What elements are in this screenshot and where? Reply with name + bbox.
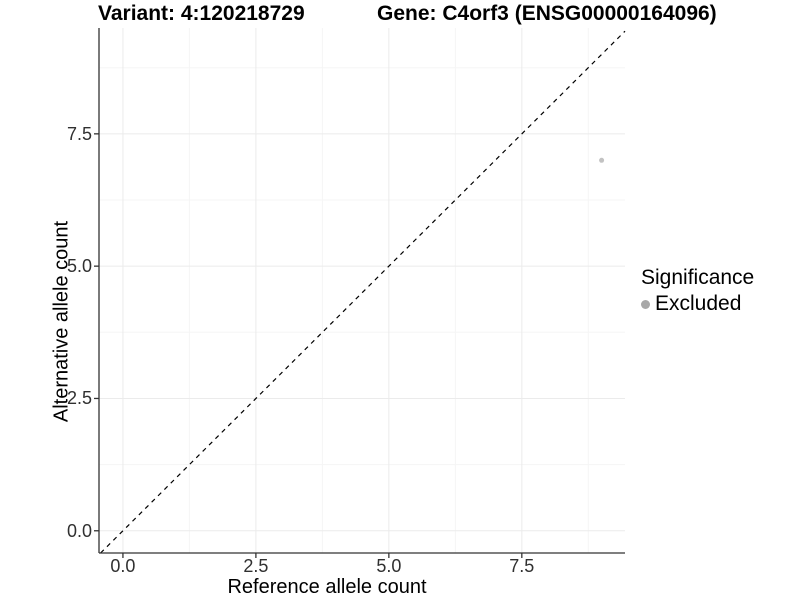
legend-entry-label: Excluded (655, 292, 742, 315)
legend: Significance Excluded (641, 266, 754, 316)
x-tick-label: 0.0 (110, 556, 136, 576)
plot-title-gene: Gene: C4orf3 (ENSG00000164096) (377, 2, 717, 25)
x-axis-title: Reference allele count (227, 576, 427, 598)
plot-title-variant: Variant: 4:120218729 (98, 2, 305, 25)
x-tick-label: 2.5 (243, 556, 269, 576)
y-tick-label: 5.0 (66, 256, 92, 277)
y-tick-label: 0.0 (66, 520, 92, 541)
y-axis-title: Alternative allele count (50, 220, 73, 423)
y-tick-label: 2.5 (66, 388, 92, 409)
identity-line (100, 30, 626, 554)
legend-entry: Excluded (641, 292, 754, 316)
legend-title: Significance (641, 266, 755, 289)
y-tick-label: 7.5 (66, 123, 92, 144)
x-tick-label: 7.5 (509, 556, 535, 576)
data-point (599, 157, 605, 163)
x-tick-label: 5.0 (376, 556, 402, 576)
legend-point-icon (641, 299, 650, 309)
